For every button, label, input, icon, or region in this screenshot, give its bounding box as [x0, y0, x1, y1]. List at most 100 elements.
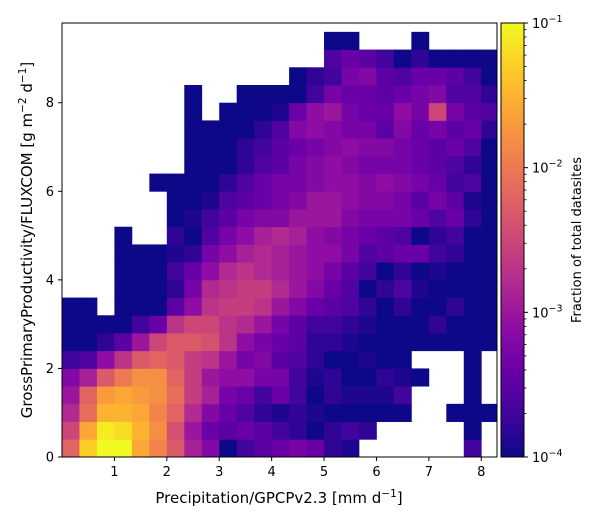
heatmap-cell	[201, 297, 220, 316]
heatmap-cell	[254, 85, 273, 104]
heatmap-cell	[236, 173, 255, 192]
heatmap-cell	[341, 403, 360, 422]
heatmap-cell	[62, 368, 80, 387]
heatmap-cell	[411, 315, 430, 334]
heatmap-cell	[324, 279, 342, 298]
heatmap-cell	[306, 155, 325, 174]
heatmap-cell	[96, 439, 115, 458]
heatmap-cell	[79, 297, 98, 316]
heatmap-cell	[341, 262, 360, 281]
heatmap-cell	[201, 120, 220, 139]
heatmap-cell	[114, 386, 133, 405]
heatmap-cell	[393, 226, 412, 245]
heatmap-cell	[184, 368, 203, 387]
y-tick-label: 6	[46, 185, 54, 200]
heatmap-cell	[306, 368, 325, 387]
heatmap-cell	[393, 279, 412, 298]
y-axis-label: GrossPrimaryProductivity/FLUXCOM [g m−2 …	[17, 62, 36, 418]
heatmap-cell	[324, 49, 342, 68]
heatmap-cell	[324, 350, 342, 369]
heatmap-cell	[254, 173, 273, 192]
heatmap-cell	[481, 191, 498, 210]
heatmap-cell	[271, 315, 290, 334]
heatmap-cell	[376, 244, 395, 263]
heatmap-cell	[358, 120, 377, 139]
heatmap-cell	[149, 333, 168, 352]
colorbar-gradient	[500, 22, 525, 458]
heatmap-cell	[184, 244, 203, 263]
heatmap-cell	[341, 244, 360, 263]
heatmap-cell	[481, 315, 498, 334]
heatmap-cell	[289, 226, 307, 245]
colorbar-tick-label: 10−4	[532, 448, 563, 466]
heatmap-cell	[219, 350, 238, 369]
heatmap-cell	[114, 333, 133, 352]
heatmap-cell	[411, 138, 430, 157]
heatmap-cell	[376, 262, 395, 281]
heatmap-cell	[184, 386, 203, 405]
heatmap-cell	[236, 368, 255, 387]
heatmap-cell	[131, 279, 150, 298]
heatmap-cell	[463, 209, 482, 228]
heatmap-cell	[376, 297, 395, 316]
heatmap-cell	[184, 138, 203, 157]
heatmap-cell	[341, 439, 360, 458]
heatmap-cell	[341, 155, 360, 174]
heatmap-cell	[254, 155, 273, 174]
heatmap-cell	[446, 67, 465, 86]
heatmap-cell	[131, 315, 150, 334]
heatmap-cell	[96, 315, 115, 334]
heatmap-cell	[184, 226, 203, 245]
heatmap-cell	[131, 421, 150, 440]
heatmap-cell	[376, 173, 395, 192]
x-axis-label: Precipitation/GPCPv2.3 [mm d−1]	[155, 488, 402, 507]
heatmap-cell	[184, 173, 203, 192]
heatmap-cell	[324, 191, 342, 210]
heatmap-cell	[341, 209, 360, 228]
heatmap-cell	[219, 102, 238, 121]
heatmap-cell	[446, 262, 465, 281]
heatmap-cell	[411, 333, 430, 352]
heatmap-cell	[254, 279, 273, 298]
heatmap-cell	[149, 173, 168, 192]
heatmap-cell	[481, 120, 498, 139]
heatmap-cell	[184, 120, 203, 139]
heatmap-cell	[184, 191, 203, 210]
heatmap-cell	[341, 333, 360, 352]
heatmap-cell	[254, 209, 273, 228]
heatmap-cell	[289, 403, 307, 422]
heatmap-cell	[219, 315, 238, 334]
heatmap-cell	[62, 439, 80, 458]
heatmap-cell	[201, 421, 220, 440]
heatmap-cell	[184, 279, 203, 298]
colorbar-ticks: 10−1 10−2 10−3 10−4	[524, 14, 563, 466]
heatmap-cell	[166, 191, 185, 210]
heatmap-cell	[411, 297, 430, 316]
heatmap-cell	[62, 403, 80, 422]
heatmap-cell	[131, 386, 150, 405]
heatmap-cell	[358, 102, 377, 121]
heatmap-cell	[79, 350, 98, 369]
heatmap-cell	[201, 191, 220, 210]
heatmap-cell	[289, 173, 307, 192]
heatmap-cell	[149, 297, 168, 316]
heatmap-cell	[149, 368, 168, 387]
colorbar: 10−1 10−2 10−3 10−4 Fraction of total datas…	[500, 14, 585, 466]
heatmap-cell	[341, 421, 360, 440]
heatmap-cell	[306, 333, 325, 352]
heatmap-cell	[306, 226, 325, 245]
heatmap-cell	[324, 120, 342, 139]
heatmap-cell	[481, 138, 498, 157]
heatmap-cell	[114, 368, 133, 387]
heatmap-cell	[463, 85, 482, 104]
heatmap-cell	[236, 155, 255, 174]
heatmap-cell	[96, 386, 115, 405]
heatmap-cell	[96, 421, 115, 440]
heatmap-cell	[166, 421, 185, 440]
heatmap-cell	[428, 155, 447, 174]
heatmap-cell	[411, 226, 430, 245]
heatmap-cell	[393, 297, 412, 316]
heatmap-cell	[393, 138, 412, 157]
heatmap-cell	[166, 209, 185, 228]
